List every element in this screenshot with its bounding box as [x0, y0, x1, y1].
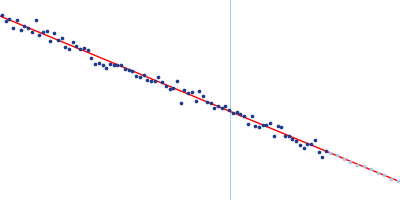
- Point: [181, 89, 188, 92]
- Point: [211, 106, 218, 109]
- Point: [218, 107, 225, 110]
- Point: [204, 100, 210, 104]
- Point: [323, 149, 329, 152]
- Point: [103, 67, 110, 70]
- Point: [226, 108, 232, 111]
- Point: [388, 178, 394, 181]
- Point: [248, 115, 255, 118]
- Point: [110, 64, 117, 67]
- Point: [28, 31, 35, 34]
- Point: [315, 150, 322, 153]
- Point: [241, 115, 247, 118]
- Point: [118, 64, 124, 67]
- Point: [234, 110, 240, 113]
- Point: [159, 80, 165, 84]
- Point: [136, 75, 143, 78]
- Point: [122, 68, 128, 71]
- Point: [70, 40, 76, 43]
- Point: [114, 63, 121, 66]
- Point: [185, 92, 192, 95]
- Point: [196, 89, 202, 92]
- Point: [66, 47, 72, 50]
- Point: [92, 62, 98, 65]
- Point: [215, 105, 221, 108]
- Point: [327, 152, 333, 155]
- Point: [0, 14, 5, 17]
- Point: [88, 57, 94, 60]
- Point: [200, 95, 206, 98]
- Point: [36, 33, 42, 36]
- Point: [170, 87, 176, 90]
- Point: [300, 147, 307, 150]
- Point: [347, 161, 354, 164]
- Point: [222, 104, 229, 108]
- Point: [354, 163, 360, 166]
- Point: [293, 139, 300, 143]
- Point: [55, 39, 61, 42]
- Point: [334, 154, 340, 157]
- Point: [267, 121, 273, 124]
- Point: [381, 173, 388, 176]
- Point: [107, 62, 113, 66]
- Point: [140, 74, 147, 77]
- Point: [312, 138, 318, 141]
- Point: [99, 64, 106, 67]
- Point: [278, 125, 284, 128]
- Point: [2, 19, 9, 23]
- Point: [252, 125, 258, 128]
- Point: [21, 25, 28, 28]
- Point: [77, 47, 84, 50]
- Point: [152, 79, 158, 82]
- Point: [340, 157, 347, 160]
- Point: [189, 91, 195, 94]
- Point: [361, 165, 367, 168]
- Point: [10, 26, 16, 29]
- Point: [96, 62, 102, 65]
- Point: [319, 156, 326, 159]
- Point: [271, 134, 277, 137]
- Point: [166, 87, 173, 90]
- Point: [395, 180, 400, 183]
- Point: [260, 124, 266, 127]
- Point: [155, 75, 162, 78]
- Point: [129, 69, 136, 72]
- Point: [174, 79, 180, 83]
- Point: [282, 134, 288, 137]
- Point: [178, 101, 184, 104]
- Point: [62, 45, 68, 48]
- Point: [304, 143, 310, 146]
- Point: [368, 168, 374, 171]
- Point: [47, 40, 54, 43]
- Point: [286, 135, 292, 138]
- Point: [144, 78, 150, 81]
- Point: [192, 100, 199, 103]
- Point: [32, 18, 39, 22]
- Point: [25, 27, 31, 30]
- Point: [244, 123, 251, 126]
- Point: [263, 123, 270, 126]
- Point: [289, 138, 296, 141]
- Point: [51, 32, 57, 35]
- Point: [374, 172, 381, 175]
- Point: [44, 30, 50, 33]
- Point: [207, 101, 214, 104]
- Point: [84, 49, 91, 52]
- Point: [81, 47, 87, 50]
- Point: [148, 79, 154, 82]
- Point: [73, 44, 80, 47]
- Point: [163, 84, 169, 88]
- Point: [256, 126, 262, 129]
- Point: [6, 17, 13, 21]
- Point: [126, 69, 132, 72]
- Point: [40, 30, 46, 34]
- Point: [18, 29, 24, 32]
- Point: [14, 19, 20, 22]
- Point: [274, 124, 281, 127]
- Point: [230, 111, 236, 114]
- Point: [308, 142, 314, 146]
- Point: [297, 144, 303, 147]
- Point: [58, 36, 65, 39]
- Point: [237, 112, 244, 115]
- Point: [133, 75, 139, 78]
